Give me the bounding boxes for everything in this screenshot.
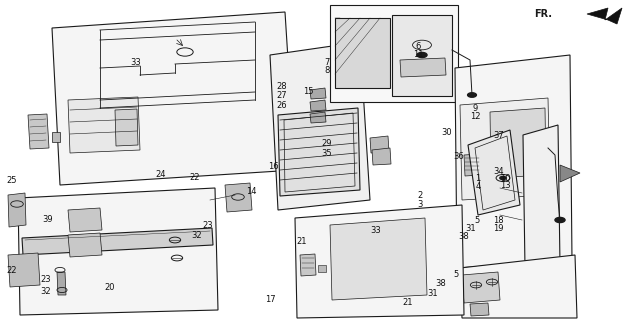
Text: 11: 11 (413, 50, 423, 59)
Text: 13: 13 (500, 181, 510, 190)
Text: 5: 5 (454, 270, 459, 279)
Text: 26: 26 (277, 101, 287, 110)
Text: 15: 15 (303, 87, 313, 96)
Polygon shape (460, 255, 577, 318)
Polygon shape (52, 132, 60, 142)
Text: 16: 16 (269, 162, 279, 171)
Polygon shape (28, 114, 49, 149)
Polygon shape (490, 108, 546, 178)
Polygon shape (392, 15, 452, 96)
Polygon shape (295, 205, 464, 318)
Polygon shape (372, 148, 391, 165)
Text: 33: 33 (130, 58, 141, 67)
Polygon shape (57, 272, 66, 295)
Polygon shape (455, 55, 572, 268)
Text: 34: 34 (494, 167, 504, 176)
Text: 1: 1 (476, 174, 481, 183)
Polygon shape (370, 136, 389, 153)
Polygon shape (470, 303, 489, 316)
Polygon shape (523, 125, 560, 268)
Polygon shape (270, 42, 370, 210)
Polygon shape (587, 8, 622, 24)
Polygon shape (310, 112, 326, 123)
Polygon shape (115, 109, 138, 146)
Text: 24: 24 (155, 170, 165, 179)
Text: 2: 2 (418, 191, 423, 200)
Polygon shape (400, 58, 446, 77)
Text: 23: 23 (40, 276, 50, 284)
Text: 4: 4 (476, 182, 481, 191)
Text: 22: 22 (6, 266, 16, 275)
Text: FR.: FR. (533, 9, 552, 20)
Polygon shape (330, 5, 458, 102)
Text: 17: 17 (265, 295, 276, 304)
Text: 35: 35 (322, 149, 332, 158)
Text: 33: 33 (370, 226, 382, 235)
Text: 38: 38 (458, 232, 469, 241)
Text: 39: 39 (42, 215, 52, 224)
Polygon shape (310, 100, 326, 111)
Text: 32: 32 (40, 287, 50, 296)
Polygon shape (22, 228, 213, 255)
Text: 10: 10 (500, 174, 510, 183)
Polygon shape (560, 165, 580, 182)
Polygon shape (68, 97, 140, 153)
Polygon shape (52, 12, 295, 185)
Polygon shape (300, 254, 316, 276)
Polygon shape (68, 233, 102, 257)
Polygon shape (468, 130, 520, 215)
Polygon shape (460, 98, 550, 200)
Polygon shape (225, 183, 252, 212)
Text: 21: 21 (403, 298, 413, 307)
Text: 30: 30 (442, 128, 452, 137)
Text: 29: 29 (322, 140, 332, 148)
Polygon shape (330, 218, 427, 300)
Text: 7: 7 (325, 58, 330, 67)
Text: 21: 21 (297, 237, 307, 246)
Text: 31: 31 (465, 224, 476, 233)
Polygon shape (68, 208, 102, 232)
Text: 23: 23 (203, 221, 213, 230)
Text: 14: 14 (247, 188, 257, 196)
Text: 8: 8 (325, 66, 330, 75)
Text: 27: 27 (277, 92, 287, 100)
Text: 9: 9 (472, 104, 477, 113)
Text: 32: 32 (192, 231, 202, 240)
Polygon shape (462, 272, 500, 303)
Text: 37: 37 (493, 132, 504, 140)
Text: 19: 19 (494, 224, 504, 233)
Polygon shape (464, 154, 481, 176)
Text: 28: 28 (277, 82, 287, 91)
Text: 12: 12 (470, 112, 480, 121)
Polygon shape (310, 88, 326, 99)
Polygon shape (335, 18, 390, 88)
Circle shape (417, 52, 427, 58)
Polygon shape (340, 87, 356, 99)
Text: 18: 18 (494, 216, 504, 225)
Text: 3: 3 (418, 200, 423, 209)
Circle shape (500, 176, 506, 180)
Polygon shape (8, 253, 40, 287)
Polygon shape (8, 193, 26, 227)
Circle shape (467, 93, 476, 97)
Circle shape (555, 218, 565, 223)
Polygon shape (18, 188, 218, 315)
Text: 5: 5 (474, 216, 479, 225)
Text: 20: 20 (105, 284, 115, 292)
Text: 22: 22 (190, 173, 200, 182)
Text: 38: 38 (435, 279, 446, 288)
Polygon shape (318, 265, 326, 272)
Polygon shape (278, 108, 360, 196)
Text: 31: 31 (428, 289, 438, 298)
Text: 25: 25 (6, 176, 16, 185)
Text: 36: 36 (454, 152, 465, 161)
Text: 6: 6 (416, 42, 421, 51)
